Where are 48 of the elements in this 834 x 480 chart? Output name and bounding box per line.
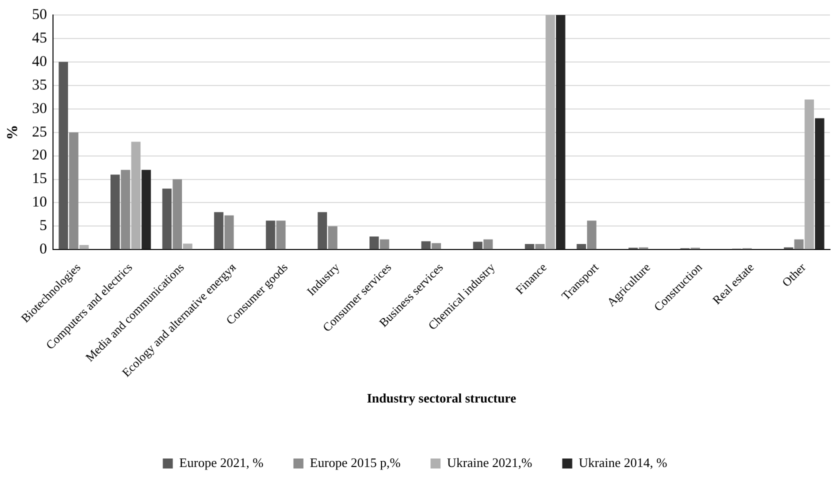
bar bbox=[224, 215, 234, 250]
legend-label: Europe 2021, % bbox=[179, 454, 264, 470]
bar bbox=[58, 62, 68, 250]
y-tick-label: 0 bbox=[40, 242, 47, 258]
bar bbox=[162, 188, 172, 250]
bar bbox=[576, 244, 586, 250]
legend-label: Europe 2015 p,% bbox=[310, 454, 401, 470]
bar bbox=[432, 243, 441, 250]
bar bbox=[142, 170, 151, 250]
bar bbox=[535, 244, 545, 250]
bar bbox=[380, 239, 390, 250]
bar bbox=[79, 244, 89, 250]
bar bbox=[483, 239, 493, 250]
legend-label: Ukraine 2021,% bbox=[447, 454, 532, 470]
bar bbox=[556, 15, 566, 250]
bar bbox=[266, 220, 276, 250]
y-axis-title: % bbox=[4, 124, 21, 140]
bar bbox=[110, 174, 120, 250]
bar bbox=[804, 99, 814, 250]
bar bbox=[546, 15, 555, 250]
bar bbox=[370, 236, 379, 250]
y-tick-label: 10 bbox=[32, 194, 47, 211]
y-tick-label: 35 bbox=[32, 77, 47, 94]
y-tick-label: 50 bbox=[32, 6, 47, 23]
y-tick-label: 25 bbox=[32, 124, 47, 140]
bar bbox=[318, 212, 328, 250]
bar bbox=[214, 212, 224, 250]
y-tick-label: 20 bbox=[32, 148, 47, 164]
y-tick-label: 30 bbox=[32, 100, 47, 117]
bar bbox=[183, 244, 192, 250]
bar bbox=[69, 132, 78, 250]
bar bbox=[172, 179, 182, 250]
bar bbox=[120, 170, 130, 250]
bar bbox=[421, 241, 431, 250]
bar bbox=[587, 220, 596, 250]
bar bbox=[524, 244, 534, 250]
legend-label: Ukraine 2014, % bbox=[578, 454, 668, 470]
bar bbox=[328, 226, 338, 250]
bar bbox=[131, 142, 141, 250]
y-tick-label: 40 bbox=[32, 54, 47, 70]
x-axis-title: Industry sectoral structure bbox=[366, 390, 516, 406]
y-tick-label: 5 bbox=[40, 218, 47, 234]
bar bbox=[814, 118, 824, 250]
y-tick-label: 15 bbox=[32, 171, 47, 188]
bar bbox=[473, 242, 482, 250]
y-tick-label: 45 bbox=[32, 30, 47, 46]
bar bbox=[794, 239, 804, 250]
bar bbox=[276, 220, 286, 250]
